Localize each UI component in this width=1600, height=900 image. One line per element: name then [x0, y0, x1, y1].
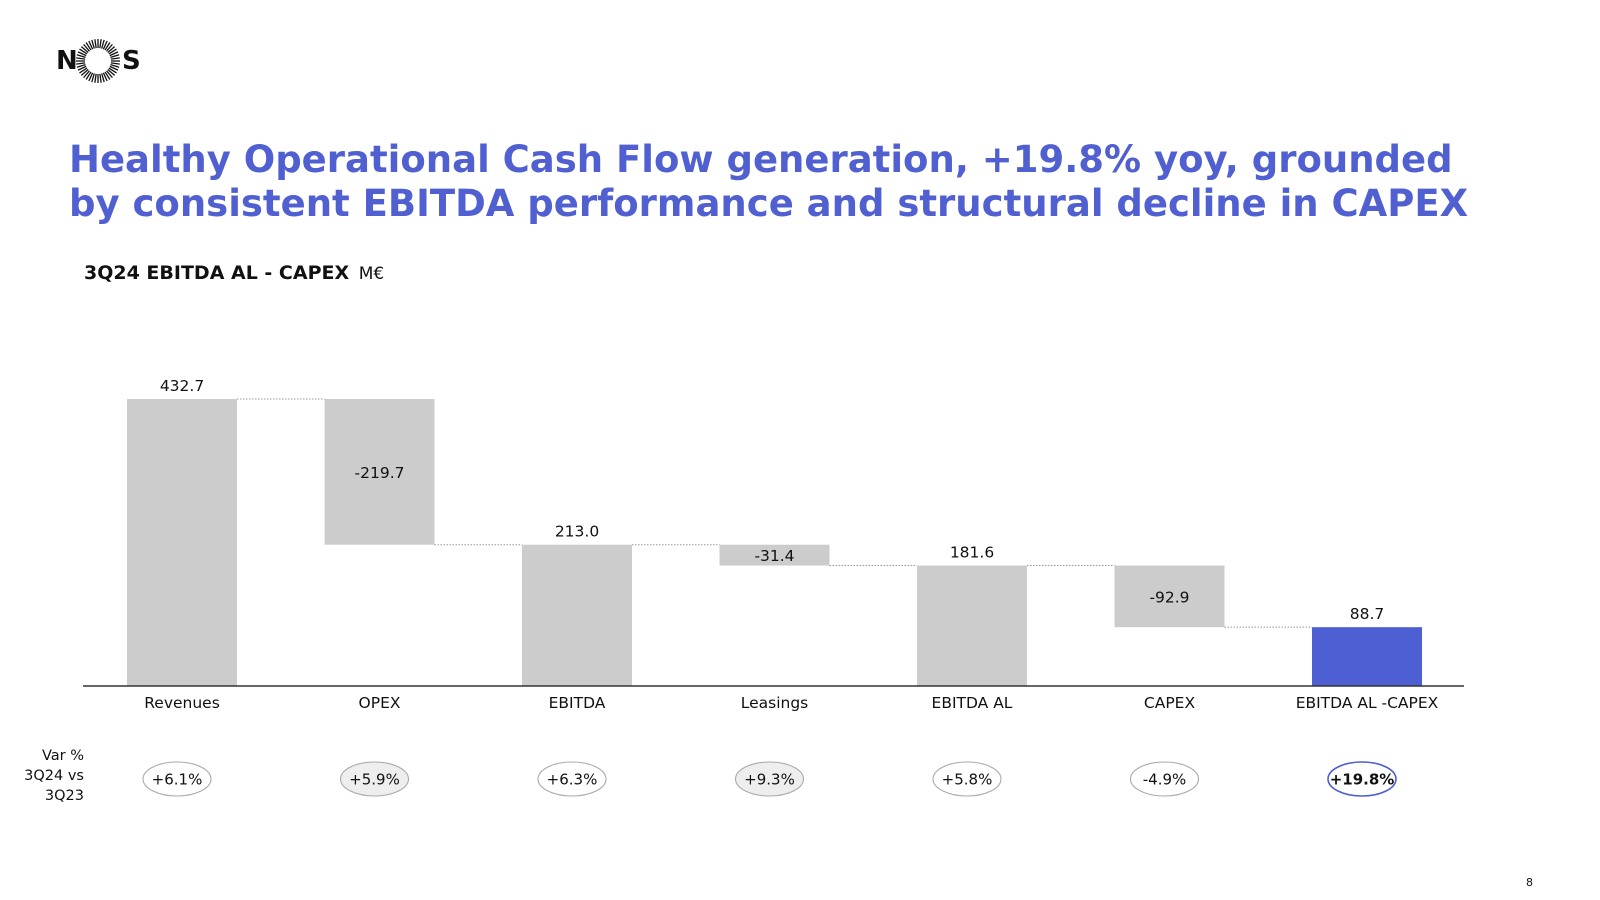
logo-ray [99, 39, 102, 49]
logo-ray [104, 71, 111, 80]
logo-ray [88, 72, 94, 82]
var-badge-value: -4.9% [1143, 771, 1187, 789]
bar-ebitda-al-capex [1312, 627, 1422, 686]
category-label: EBITDA [549, 694, 606, 712]
bar-leasings [719, 544, 830, 566]
logo-ray [76, 62, 86, 65]
logo-ray [109, 51, 119, 57]
logo-ray [76, 64, 86, 68]
logo-ray [77, 51, 87, 57]
nos-logo: N S [56, 38, 146, 84]
logo-ray [83, 70, 90, 79]
logo-ray [99, 73, 102, 83]
value-label: -219.7 [355, 464, 405, 482]
logo-ray [108, 48, 117, 55]
value-label: 181.6 [950, 544, 994, 562]
logo-ray [102, 40, 108, 50]
logo-ray [108, 67, 117, 74]
logo-ray [106, 43, 113, 52]
chart-title-text: 3Q24 EBITDA AL - CAPEX [84, 262, 350, 284]
value-label: -92.9 [1149, 588, 1189, 606]
value-label: -31.4 [754, 547, 794, 565]
logo-letter-n: N [56, 46, 78, 76]
logo-ray [94, 39, 97, 49]
logo-ray [107, 69, 116, 76]
var-badge-value: +5.8% [942, 771, 993, 789]
var-badge-value: +6.1% [152, 771, 203, 789]
var-badge [1129, 761, 1200, 797]
chart-unit: M€ [358, 264, 385, 284]
logo-ray [110, 62, 120, 65]
logo-ray [107, 46, 116, 53]
chart-title: 3Q24 EBITDA AL - CAPEX M€ [84, 262, 384, 284]
var-badge [734, 761, 805, 797]
var-badge-value: +5.9% [349, 771, 400, 789]
logo-ray [76, 54, 86, 58]
var-badge-value: +6.3% [547, 771, 598, 789]
logo-ray [76, 57, 86, 60]
logo-ray [106, 70, 113, 79]
logo-ray [85, 42, 92, 51]
value-label: 88.7 [1350, 605, 1385, 623]
var-badge [142, 761, 212, 797]
category-label: OPEX [359, 694, 401, 712]
category-label: Leasings [741, 694, 809, 712]
bar-opex [324, 399, 435, 545]
page-number: 8 [1526, 876, 1533, 889]
category-label: EBITDA AL -CAPEX [1296, 694, 1439, 712]
var-badge [537, 761, 607, 797]
logo-ray [85, 71, 92, 80]
logo-ray [110, 57, 120, 60]
logo-ray [101, 39, 105, 49]
var-badge-value: +9.3% [744, 771, 795, 789]
var-badge [339, 761, 410, 797]
category-label: CAPEX [1144, 694, 1196, 712]
value-label: 213.0 [555, 523, 599, 541]
logo-letter-s: S [122, 46, 141, 76]
logo-ray [110, 54, 120, 58]
logo-ray [101, 73, 105, 83]
category-label: EBITDA AL [932, 694, 1013, 712]
logo-ray [80, 46, 89, 53]
bar-revenues [127, 399, 237, 686]
value-label: 432.7 [160, 377, 204, 395]
var-percent-label: Var % 3Q24 vs 3Q23 [24, 748, 84, 804]
logo-ray [102, 72, 108, 82]
logo-ray [88, 40, 94, 50]
var-badge [1327, 761, 1397, 797]
category-label: Revenues [144, 694, 220, 712]
logo-sunburst-icon [76, 39, 120, 83]
logo-ray [94, 73, 97, 83]
logo-ray [104, 42, 111, 51]
logo-ray [83, 43, 90, 52]
var-badge-value: +19.8% [1330, 771, 1395, 789]
logo-ray [80, 69, 89, 76]
var-badge [932, 761, 1002, 797]
logo-ray [91, 73, 95, 83]
logo-ray [91, 39, 95, 49]
logo-ray [109, 65, 119, 71]
logo-ray [110, 64, 120, 68]
logo-ray [79, 48, 88, 55]
bar-capex [1114, 565, 1225, 628]
logo-ray [77, 65, 87, 71]
logo-ray [79, 67, 88, 74]
bar-ebitda [522, 544, 632, 686]
page-title: Healthy Operational Cash Flow generation… [69, 138, 1469, 225]
bar-ebitda-al [917, 565, 1027, 686]
